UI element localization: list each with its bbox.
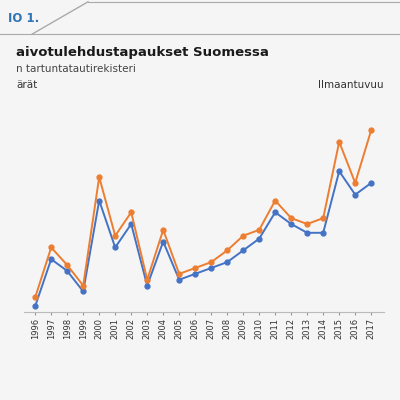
Text: ärät: ärät: [16, 80, 37, 90]
Text: Ilmaantuvuu: Ilmaantuvuu: [318, 80, 384, 90]
Text: aivotulehdustapaukset Suomessa: aivotulehdustapaukset Suomessa: [16, 46, 269, 59]
Text: IO 1.: IO 1.: [8, 12, 39, 24]
Text: n tartuntatautirekisteri: n tartuntatautirekisteri: [16, 64, 136, 74]
